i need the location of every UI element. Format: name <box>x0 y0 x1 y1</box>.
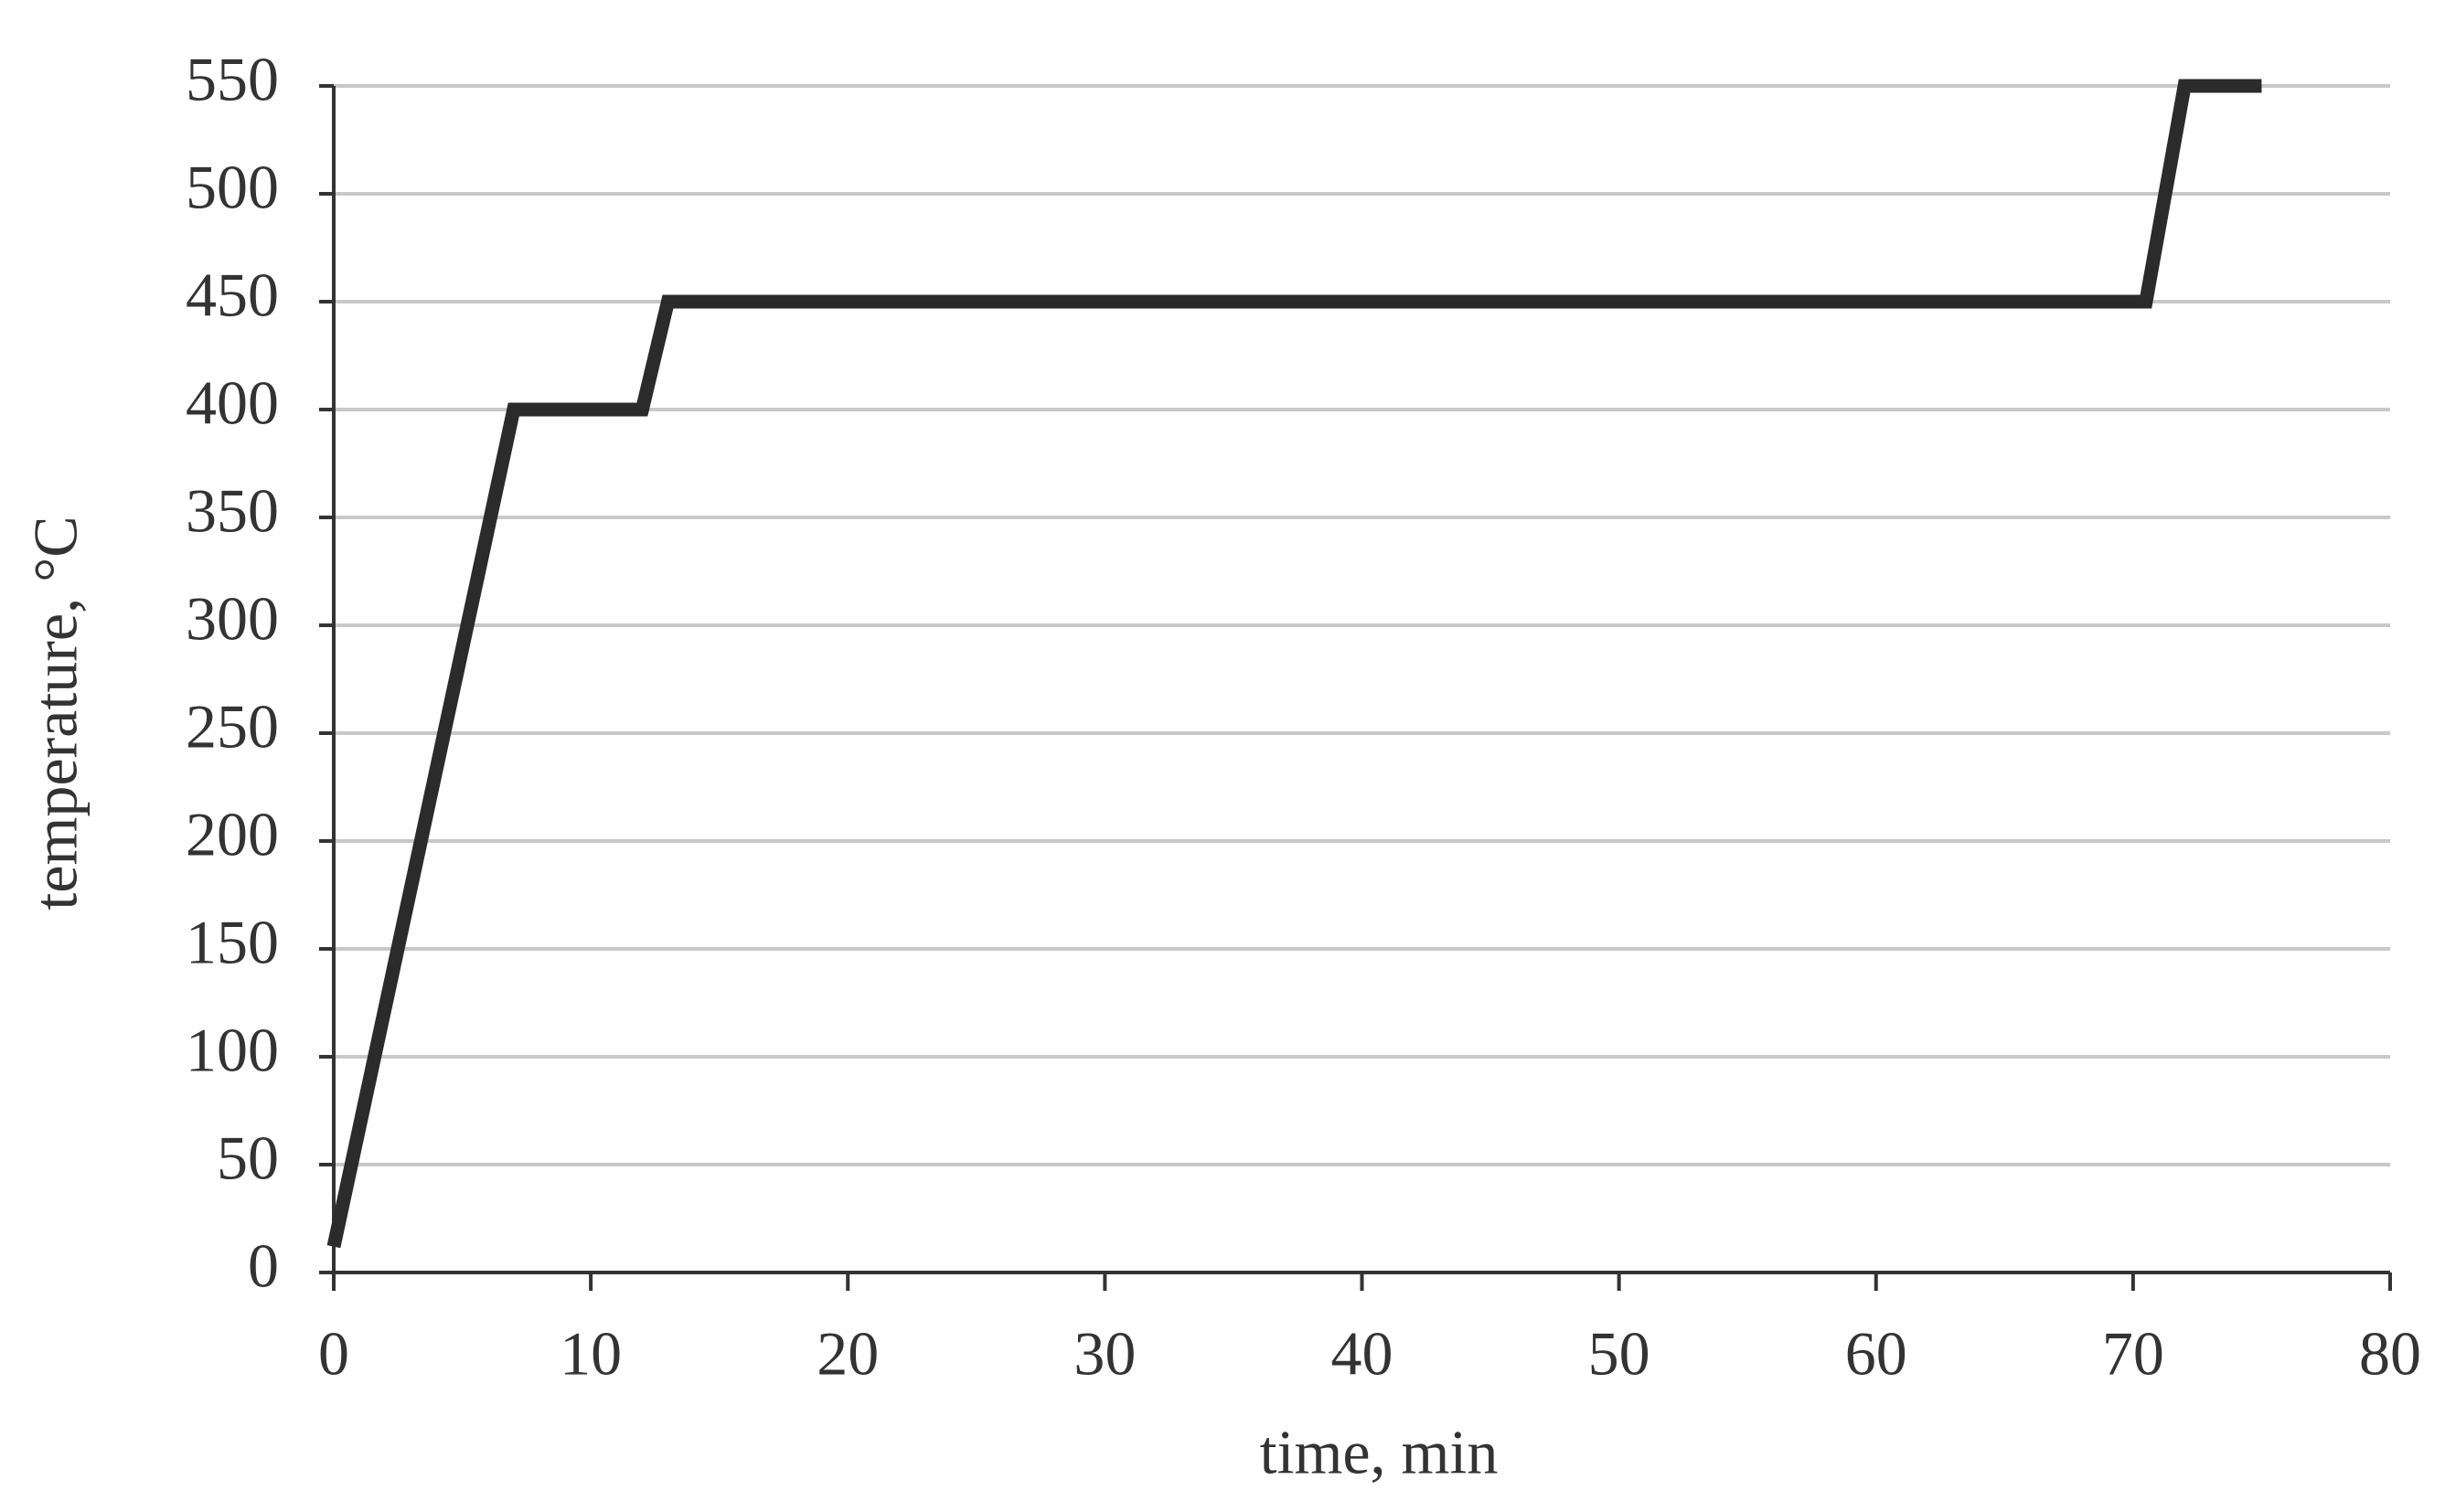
x-tick-label: 30 <box>1073 1319 1136 1389</box>
y-tick-label: 400 <box>186 368 279 438</box>
y-tick-label: 350 <box>186 476 279 546</box>
x-tick-label: 60 <box>1845 1319 1907 1389</box>
y-tick-label: 450 <box>186 261 279 330</box>
x-tick-label: 20 <box>817 1319 879 1389</box>
y-tick-label: 300 <box>186 584 279 654</box>
data-line <box>326 79 2262 1249</box>
y-tick-label: 0 <box>248 1231 279 1301</box>
x-tick-label: 50 <box>1588 1319 1650 1389</box>
x-tick-label: 0 <box>318 1319 349 1389</box>
x-axis-label: time, min <box>1260 1418 1499 1487</box>
y-tick-label: 550 <box>186 45 279 114</box>
y-tick-label: 150 <box>186 908 279 977</box>
y-tick-label: 200 <box>186 800 279 869</box>
y-tick-label: 250 <box>186 692 279 761</box>
y-tick-label: 50 <box>217 1123 279 1193</box>
x-tick-label: 80 <box>2359 1319 2421 1389</box>
x-tick-label: 10 <box>560 1319 622 1389</box>
y-axis-label: temperature, °C <box>21 516 91 910</box>
y-tick-label: 500 <box>186 153 279 222</box>
x-tick-label: 40 <box>1331 1319 1393 1389</box>
y-tick-label: 100 <box>186 1016 279 1085</box>
x-tick-label: 70 <box>2102 1319 2164 1389</box>
